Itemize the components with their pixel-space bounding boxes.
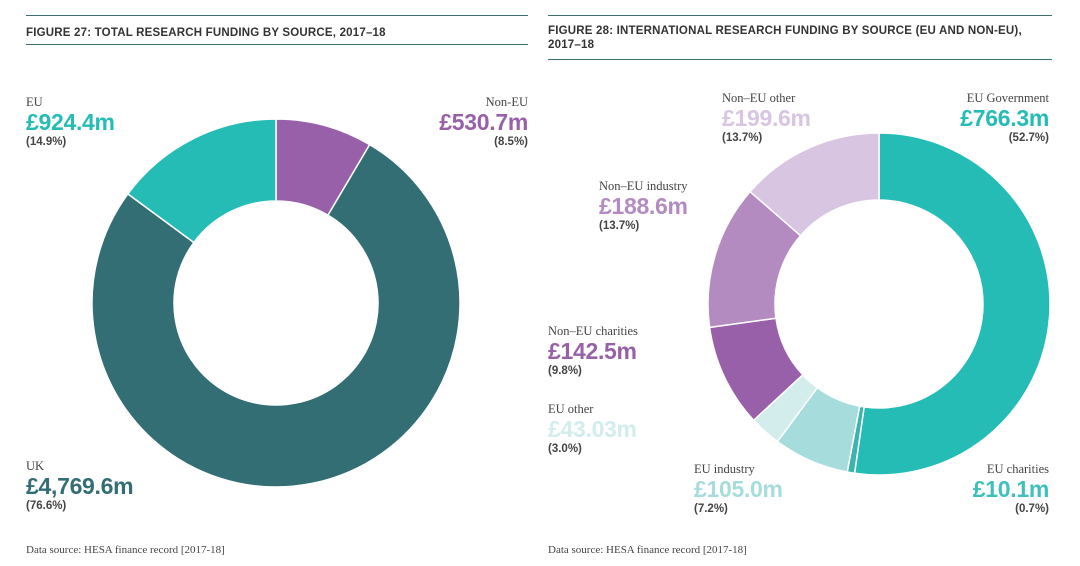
label-eu-charities-name: EU charities [986,462,1049,476]
label-non-eu-other: Non–EU other £199.6m (13.7%) [722,92,811,144]
figure-27-source: Data source: HESA finance record [2017-1… [26,544,225,556]
figure-28-source: Data source: HESA finance record [2017-1… [548,544,747,556]
figure-28-donut-chart [707,132,1051,476]
label-non-eu: Non-EU £530.7m (8.5%) [439,96,528,148]
label-uk-value: £4,769.6m [26,472,134,499]
label-eu-pct: (14.9%) [26,135,67,148]
figure-27-title: FIGURE 27: TOTAL RESEARCH FUNDING BY SOU… [26,27,386,39]
label-non-eu-other-value: £199.6m [722,104,811,131]
label-uk-name: UK [26,459,45,473]
label-eu-charities-value: £10.1m [972,475,1050,502]
donut-slice-eu-government [853,132,1051,476]
donut-slice-eu [126,118,277,244]
figure-28-panel: FIGURE 28: INTERNATIONAL RESEARCH FUNDIN… [548,0,1052,566]
label-eu-industry-name: EU industry [694,462,755,476]
label-eu-government: EU Government £766.3m (52.7%) [960,92,1049,144]
title-rule-bottom [26,44,528,45]
label-non-eu-charities-name: Non–EU charities [548,324,638,338]
label-non-eu-pct: (8.5%) [494,135,528,148]
label-eu-industry-pct: (7.2%) [694,502,728,515]
label-eu-industry-value: £105.0m [694,475,783,502]
label-eu-other-value: £43.03m [548,415,637,442]
label-eu-other: EU other £43.03m (3.0%) [548,403,637,455]
label-eu-government-value: £766.3m [960,104,1049,131]
label-eu-name: EU [26,95,43,109]
label-eu-charities-pct: (0.7%) [1015,502,1049,515]
figure-27-donut-chart [91,118,461,488]
label-non-eu-charities: Non–EU charities £142.5m (9.8%) [548,325,638,377]
title-rule-top [548,15,1052,16]
title-rule-top [26,15,528,16]
label-eu-industry: EU industry £105.0m (7.2%) [694,463,783,515]
donut-slice-non-eu-other [749,132,880,237]
label-non-eu-value: £530.7m [439,108,528,135]
label-non-eu-charities-value: £142.5m [548,337,637,364]
label-non-eu-other-pct: (13.7%) [722,131,763,144]
label-eu-government-pct: (52.7%) [1008,131,1049,144]
label-non-eu-industry-value: £188.6m [599,192,688,219]
label-eu: EU £924.4m (14.9%) [26,96,115,148]
label-eu-value: £924.4m [26,108,115,135]
figure-28-title: FIGURE 28: INTERNATIONAL RESEARCH FUNDIN… [548,25,1022,51]
donut-slice-uk [91,143,461,488]
label-uk-pct: (76.6%) [26,499,67,512]
label-non-eu-industry-name: Non–EU industry [599,179,688,193]
label-non-eu-industry-pct: (13.7%) [599,219,640,232]
label-non-eu-name: Non-EU [485,95,528,109]
figure-27-panel: FIGURE 27: TOTAL RESEARCH FUNDING BY SOU… [26,0,528,566]
label-eu-government-name: EU Government [966,91,1049,105]
label-eu-other-pct: (3.0%) [548,442,582,455]
title-rule-bottom [548,59,1052,60]
label-eu-other-name: EU other [548,402,594,416]
label-eu-charities: EU charities £10.1m (0.7%) [972,462,1050,515]
label-non-eu-industry: Non–EU industry £188.6m (13.7%) [599,180,688,232]
label-non-eu-other-name: Non–EU other [722,91,796,105]
label-uk: UK £4,769.6m (76.6%) [26,459,134,512]
label-non-eu-charities-pct: (9.8%) [548,364,582,377]
